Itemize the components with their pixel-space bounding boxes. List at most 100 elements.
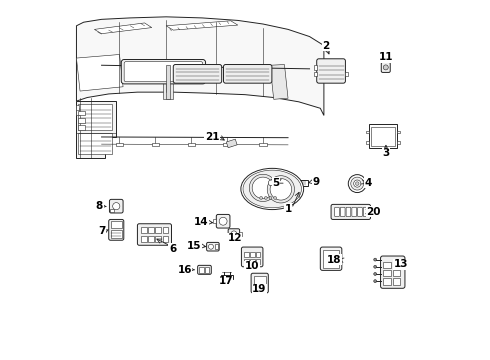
Circle shape [351, 177, 364, 190]
Bar [78, 118, 85, 123]
Bar [199, 267, 204, 273]
Bar [254, 276, 266, 290]
FancyBboxPatch shape [381, 256, 405, 288]
Bar [366, 141, 368, 144]
Bar [152, 143, 159, 146]
Polygon shape [76, 101, 116, 158]
Bar [188, 143, 195, 146]
Bar [240, 231, 242, 236]
Bar [371, 127, 395, 145]
FancyBboxPatch shape [320, 247, 342, 270]
Bar [393, 262, 400, 268]
FancyBboxPatch shape [124, 62, 203, 82]
Text: 19: 19 [252, 284, 267, 294]
FancyBboxPatch shape [381, 62, 390, 72]
Bar [78, 104, 112, 130]
Bar [78, 126, 85, 130]
Bar [220, 275, 233, 279]
Text: 18: 18 [327, 255, 341, 265]
Text: 7: 7 [98, 226, 106, 236]
FancyBboxPatch shape [346, 207, 351, 217]
Text: 4: 4 [365, 178, 372, 188]
Circle shape [252, 177, 274, 199]
Bar [383, 262, 391, 268]
FancyBboxPatch shape [352, 207, 357, 217]
Text: 9: 9 [313, 177, 319, 187]
Circle shape [219, 217, 227, 225]
Bar [166, 65, 171, 99]
Text: 21: 21 [205, 132, 219, 142]
FancyBboxPatch shape [341, 207, 345, 217]
FancyBboxPatch shape [137, 224, 172, 245]
Circle shape [249, 174, 276, 202]
Text: 10: 10 [245, 261, 259, 271]
Bar [250, 252, 255, 257]
Bar [110, 209, 114, 212]
Bar [155, 236, 161, 242]
Bar [397, 141, 400, 144]
Bar [345, 72, 348, 76]
FancyBboxPatch shape [266, 178, 276, 188]
Circle shape [269, 197, 272, 199]
FancyBboxPatch shape [331, 204, 370, 220]
Bar [245, 252, 249, 257]
Circle shape [265, 197, 267, 199]
Bar [148, 227, 154, 233]
Text: 2: 2 [322, 41, 329, 50]
Bar [116, 143, 123, 146]
FancyBboxPatch shape [122, 59, 205, 84]
Text: 12: 12 [227, 233, 242, 243]
Circle shape [270, 179, 292, 200]
Polygon shape [226, 139, 237, 148]
Circle shape [383, 65, 388, 70]
Bar [383, 270, 391, 276]
Bar [397, 131, 400, 134]
Bar [256, 252, 260, 257]
Bar [393, 270, 400, 276]
FancyBboxPatch shape [242, 247, 263, 267]
Bar [76, 108, 79, 116]
Circle shape [208, 244, 214, 249]
Text: 6: 6 [169, 244, 176, 254]
Text: 15: 15 [187, 241, 201, 251]
Text: 13: 13 [394, 259, 408, 269]
Polygon shape [163, 65, 173, 99]
Circle shape [374, 273, 377, 275]
Text: 20: 20 [366, 207, 381, 217]
Bar [78, 133, 112, 154]
Polygon shape [270, 64, 288, 99]
FancyBboxPatch shape [207, 242, 219, 251]
Circle shape [374, 280, 377, 283]
Circle shape [355, 182, 359, 185]
FancyBboxPatch shape [109, 199, 123, 213]
Bar [393, 278, 400, 285]
FancyBboxPatch shape [216, 215, 230, 228]
Polygon shape [76, 54, 123, 91]
Bar [250, 259, 255, 264]
FancyBboxPatch shape [228, 229, 240, 239]
Bar [223, 143, 231, 146]
FancyBboxPatch shape [197, 265, 211, 274]
Bar [141, 227, 147, 233]
FancyBboxPatch shape [364, 207, 368, 217]
Bar [297, 180, 308, 186]
Bar [323, 250, 339, 267]
Bar [76, 105, 79, 110]
Bar [141, 236, 147, 242]
Bar [215, 244, 218, 249]
FancyBboxPatch shape [358, 207, 362, 217]
Ellipse shape [241, 168, 304, 210]
Bar [111, 221, 122, 228]
Circle shape [113, 203, 120, 210]
FancyBboxPatch shape [335, 207, 339, 217]
Circle shape [267, 176, 294, 203]
Bar [78, 111, 85, 116]
Bar [314, 72, 317, 76]
FancyBboxPatch shape [109, 220, 124, 240]
Bar [148, 236, 154, 242]
Polygon shape [76, 17, 324, 116]
Bar [155, 227, 161, 233]
Bar [256, 259, 260, 264]
Circle shape [274, 197, 276, 199]
Circle shape [374, 258, 377, 261]
